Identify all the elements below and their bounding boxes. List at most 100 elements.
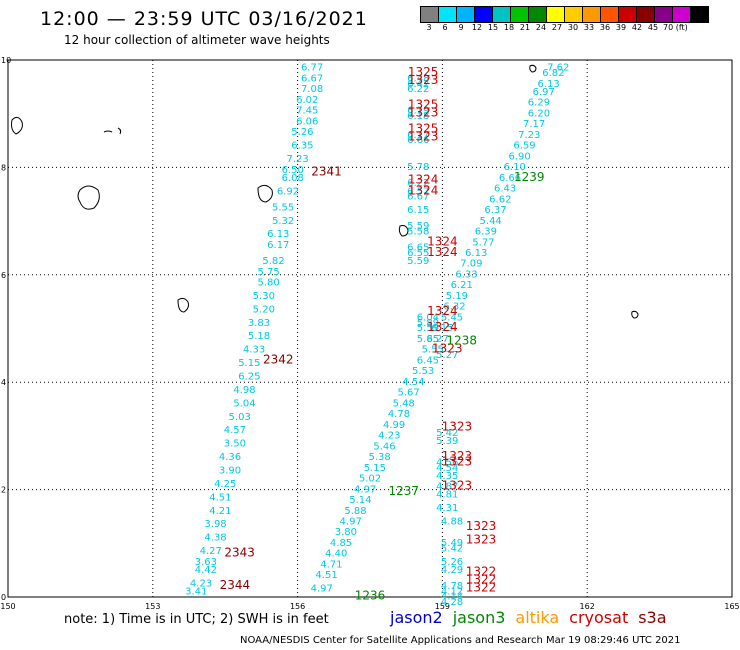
pass-time-label: 1323 xyxy=(442,454,473,468)
wave-height-value: 6.22 xyxy=(407,84,429,95)
wave-height-value: 6.39 xyxy=(475,227,497,238)
wave-height-value: 5.85 xyxy=(417,334,439,345)
wave-height-value: 5.49 xyxy=(441,538,463,549)
pass-time-label: 1324 xyxy=(427,245,458,259)
wave-height-value: 5.39 xyxy=(436,436,458,447)
color-scale-bar xyxy=(420,6,709,23)
wave-height-value: 7.09 xyxy=(460,259,482,270)
wave-height-value: 5.67 xyxy=(397,388,419,399)
color-scale-swatch xyxy=(438,6,457,23)
y-tick-label: 4 xyxy=(1,378,6,387)
color-scale-swatch xyxy=(672,6,691,23)
wave-height-value: 4.78 xyxy=(388,409,410,420)
wave-height-value: 5.04 xyxy=(233,398,255,409)
wave-height-value: 6.33 xyxy=(455,269,477,280)
color-scale-swatch xyxy=(618,6,637,23)
wave-height-value: 6.04 xyxy=(417,312,439,323)
wave-height-value: 4.78 xyxy=(441,581,463,592)
wave-height-value: 7.17 xyxy=(523,119,545,130)
wave-height-value: 6.65 xyxy=(407,243,429,254)
wave-height-value: 5.77 xyxy=(472,237,494,248)
pass-time-label: 1324 xyxy=(408,183,439,197)
wave-height-value: 6.32 xyxy=(443,302,465,313)
wave-height-value: 6.59 xyxy=(513,141,535,152)
wave-height-value: 6.02 xyxy=(296,95,318,106)
pass-time-label: 1322 xyxy=(466,565,497,579)
wave-height-value: 5.03 xyxy=(229,412,251,423)
color-scale-label: 24 xyxy=(535,23,547,32)
color-scale-label: 18 xyxy=(503,23,515,32)
wave-height-value: 6.15 xyxy=(407,205,429,216)
wave-height-value: 6.92 xyxy=(277,186,299,197)
wave-height-value: 6.22 xyxy=(407,178,429,189)
wave-height-value: 4.88 xyxy=(441,517,463,528)
color-scale-label: 6 xyxy=(442,23,448,32)
wave-height-value: 3.80 xyxy=(335,527,357,538)
wave-height-value: 4.23 xyxy=(378,431,400,442)
pass-time-label: 1322 xyxy=(466,573,497,587)
wave-height-value: 7.23 xyxy=(518,130,540,141)
wave-height-value: 6.13 xyxy=(537,79,559,90)
wave-height-value: 4.38 xyxy=(204,533,226,544)
wave-height-value: 6.67 xyxy=(407,192,429,203)
wave-height-value: 4.97 xyxy=(340,517,362,528)
wave-height-value: 4.51 xyxy=(209,492,231,503)
color-scale-label: 42 xyxy=(631,23,643,32)
pass-time-label: 1323 xyxy=(466,519,497,533)
wave-height-value: 3.50 xyxy=(224,439,246,450)
color-scale-swatch xyxy=(546,6,565,23)
wave-height-value: 6.29 xyxy=(528,98,550,109)
credit-line: NOAA/NESDIS Center for Satellite Applica… xyxy=(240,635,681,646)
wave-height-value: 4.27 xyxy=(200,546,222,557)
color-scale-swatch xyxy=(528,6,547,23)
wave-height-value: 5.27 xyxy=(436,350,458,361)
wave-height-value: 4.56 xyxy=(436,457,458,468)
legend-jason2: jason2 xyxy=(390,608,443,627)
pass-time-label: 2343 xyxy=(224,546,255,560)
wave-height-value: 6.18 xyxy=(407,111,429,122)
wave-height-value: 5.20 xyxy=(253,304,275,315)
wave-height-value: 3.90 xyxy=(219,465,241,476)
page-subtitle: 12 hour collection of altimeter wave hei… xyxy=(64,33,330,47)
wave-height-value: 5.80 xyxy=(258,278,280,289)
color-scale-label: 33 xyxy=(583,23,595,32)
wave-height-value: 5.53 xyxy=(412,366,434,377)
wave-height-value: 6.13 xyxy=(267,229,289,240)
wave-height-value: 4.14 xyxy=(441,592,463,603)
wave-height-value: 5.88 xyxy=(344,506,366,517)
pass-time-label: 1323 xyxy=(408,130,439,144)
legend-jason3: jason3 xyxy=(452,608,506,627)
wave-height-value: 7.23 xyxy=(286,154,308,165)
wave-height-value: 5.26 xyxy=(291,127,313,138)
wave-height-value: 6.06 xyxy=(296,116,318,127)
wave-height-value: 5.18 xyxy=(248,331,270,342)
color-scale-swatch xyxy=(690,6,709,23)
wave-height-value: 4.23 xyxy=(190,578,212,589)
wave-height-value: 5.45 xyxy=(441,312,463,323)
wave-height-value: 4.21 xyxy=(209,506,231,517)
wave-height-value: 6.19 xyxy=(407,106,429,117)
color-scale-label: 45 xyxy=(647,23,659,32)
color-scale-label: 70 (ft) xyxy=(663,23,688,32)
wave-height-value: 5.42 xyxy=(436,428,458,439)
pass-time-label: 1324 xyxy=(427,234,458,248)
wave-height-value: 5.59 xyxy=(407,221,429,232)
legend-cryosat: cryosat xyxy=(569,608,629,627)
wave-height-value: 6.17 xyxy=(267,240,289,251)
island-outline xyxy=(631,310,639,319)
y-tick-label: 10 xyxy=(1,56,11,65)
wave-height-value: 5.59 xyxy=(417,323,439,334)
wave-height-value: 6.10 xyxy=(504,162,526,173)
wave-height-value: 6.97 xyxy=(533,87,555,98)
wave-height-value: 6.13 xyxy=(465,248,487,259)
wave-height-value: 6.42 xyxy=(407,79,429,90)
wave-height-value: 5.38 xyxy=(369,452,391,463)
color-scale-label: 15 xyxy=(487,23,499,32)
wave-height-value: 5.58 xyxy=(407,227,429,238)
pass-time-label: 1324 xyxy=(427,304,458,318)
pass-time-label: 1239 xyxy=(514,170,545,184)
wave-height-value: 3.98 xyxy=(204,519,226,530)
wave-height-value: 5.02 xyxy=(359,474,381,485)
color-scale-label: 9 xyxy=(458,23,464,32)
wave-height-value: 5.89 xyxy=(417,318,439,329)
